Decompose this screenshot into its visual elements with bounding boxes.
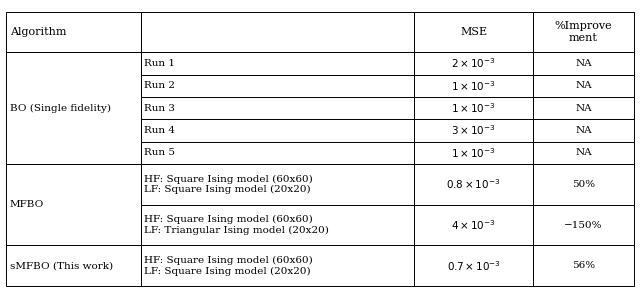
Text: sMFBO (This work): sMFBO (This work) xyxy=(10,261,113,270)
Text: NA: NA xyxy=(575,104,592,113)
Bar xyxy=(141,245,414,286)
Bar xyxy=(414,164,533,205)
Text: MSE: MSE xyxy=(460,27,487,37)
Bar xyxy=(533,75,634,97)
Text: −150%: −150% xyxy=(564,221,603,229)
Text: $0.8 \times 10^{-3}$: $0.8 \times 10^{-3}$ xyxy=(447,177,501,191)
Bar xyxy=(6,12,141,52)
Text: 50%: 50% xyxy=(572,180,595,189)
Bar xyxy=(414,205,533,245)
Text: $3 \times 10^{-3}$: $3 \times 10^{-3}$ xyxy=(451,123,496,137)
Bar xyxy=(141,119,414,142)
Bar xyxy=(141,75,414,97)
Bar xyxy=(6,245,141,286)
Bar xyxy=(414,52,533,75)
Text: NA: NA xyxy=(575,148,592,157)
Text: %Improve
ment: %Improve ment xyxy=(555,21,612,43)
Bar xyxy=(414,97,533,119)
Text: $1 \times 10^{-3}$: $1 \times 10^{-3}$ xyxy=(451,101,496,115)
Bar xyxy=(533,142,634,164)
Text: NA: NA xyxy=(575,126,592,135)
Text: NA: NA xyxy=(575,59,592,68)
Bar xyxy=(414,12,533,52)
Bar xyxy=(414,245,533,286)
Text: BO (Single fidelity): BO (Single fidelity) xyxy=(10,103,111,113)
Bar xyxy=(141,52,414,75)
Bar xyxy=(6,52,141,164)
Bar xyxy=(141,164,414,205)
Bar xyxy=(141,142,414,164)
Text: 56%: 56% xyxy=(572,261,595,270)
Text: Run 2: Run 2 xyxy=(145,81,175,90)
Text: Run 3: Run 3 xyxy=(145,104,175,113)
Bar xyxy=(533,119,634,142)
Bar xyxy=(414,142,533,164)
Text: HF: Square Ising model (60x60)
LF: Square Ising model (20x20): HF: Square Ising model (60x60) LF: Squar… xyxy=(145,175,313,194)
Text: NA: NA xyxy=(575,81,592,90)
Bar xyxy=(6,164,141,245)
Text: $2 \times 10^{-3}$: $2 \times 10^{-3}$ xyxy=(451,57,496,70)
Bar xyxy=(141,12,414,52)
Bar xyxy=(533,12,634,52)
Text: Run 1: Run 1 xyxy=(145,59,175,68)
Bar xyxy=(533,52,634,75)
Text: $4 \times 10^{-3}$: $4 \times 10^{-3}$ xyxy=(451,218,496,232)
Text: Run 5: Run 5 xyxy=(145,148,175,157)
Bar xyxy=(533,164,634,205)
Text: HF: Square Ising model (60x60)
LF: Square Ising model (20x20): HF: Square Ising model (60x60) LF: Squar… xyxy=(145,256,313,276)
Bar xyxy=(141,205,414,245)
Text: $0.7 \times 10^{-3}$: $0.7 \times 10^{-3}$ xyxy=(447,259,500,273)
Bar xyxy=(533,245,634,286)
Text: MFBO: MFBO xyxy=(10,200,44,209)
Text: Run 4: Run 4 xyxy=(145,126,175,135)
Bar xyxy=(414,75,533,97)
Text: Algorithm: Algorithm xyxy=(10,27,66,37)
Bar xyxy=(533,97,634,119)
Bar xyxy=(414,119,533,142)
Text: $1 \times 10^{-3}$: $1 \times 10^{-3}$ xyxy=(451,146,496,160)
Text: HF: Square Ising model (60x60)
LF: Triangular Ising model (20x20): HF: Square Ising model (60x60) LF: Trian… xyxy=(145,215,330,235)
Bar xyxy=(533,205,634,245)
Text: $1 \times 10^{-3}$: $1 \times 10^{-3}$ xyxy=(451,79,496,93)
Bar xyxy=(141,97,414,119)
